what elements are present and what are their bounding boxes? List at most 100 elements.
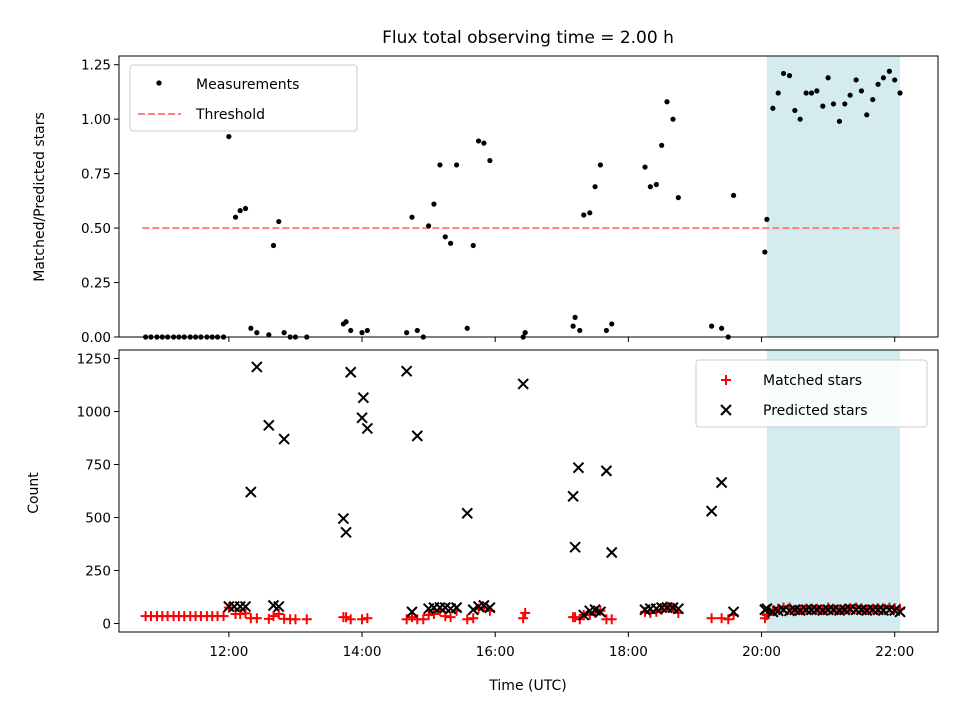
measurement-point xyxy=(609,321,615,327)
measurement-point xyxy=(786,73,793,79)
measurement-point xyxy=(587,210,593,216)
measurement-point xyxy=(653,181,659,188)
measurement-point xyxy=(447,240,454,246)
measurement-point xyxy=(442,234,448,240)
measurement-point xyxy=(276,218,282,225)
predicted-star-point xyxy=(569,541,581,553)
measurement-point xyxy=(359,330,365,336)
measurement-point xyxy=(814,88,820,94)
measurement-point xyxy=(803,90,809,96)
measurement-point xyxy=(770,105,776,111)
measurement-point xyxy=(470,242,476,249)
measurement-point xyxy=(762,249,768,255)
measurement-point xyxy=(581,212,587,218)
top-y-ticks: 0.00 0.25 0.50 0.75 1.00 1.25 xyxy=(81,58,119,346)
top-legend-box xyxy=(129,64,358,132)
measurement-point xyxy=(820,103,826,109)
measurement-point xyxy=(870,96,876,103)
measurement-point xyxy=(718,325,725,331)
y-tick-label: 0.75 xyxy=(81,167,111,183)
measurement-point xyxy=(709,323,715,329)
predicted-star-point xyxy=(411,430,424,442)
measurement-point xyxy=(348,327,354,334)
measurement-point xyxy=(437,162,443,168)
top-axes-frame xyxy=(118,55,939,338)
y-tick-label: 1.25 xyxy=(81,58,111,74)
measurement-point xyxy=(675,194,681,201)
predicted-star-point xyxy=(517,378,529,390)
measurement-point xyxy=(254,330,260,336)
bottom-axes-frame xyxy=(118,349,939,633)
predicted-star-point xyxy=(239,600,252,613)
predicted-star-point xyxy=(606,546,618,559)
measurement-point xyxy=(475,138,482,144)
measurement-point xyxy=(270,242,277,249)
y-tick-label: 0.25 xyxy=(81,276,111,292)
y-tick-label: 500 xyxy=(85,511,111,527)
predicted-star-point xyxy=(273,600,285,613)
predicted-star-point xyxy=(467,604,479,616)
legend-predicted-label: Predicted stars xyxy=(763,403,868,419)
measurement-point xyxy=(880,75,887,81)
measurement-point xyxy=(266,332,272,338)
measurement-point xyxy=(464,325,470,331)
x-tick-label: 20:00 xyxy=(742,644,781,660)
predicted-star-point xyxy=(594,606,607,618)
measurement-point xyxy=(343,319,349,325)
top-legend: Measurements Threshold xyxy=(129,64,358,132)
measurement-point xyxy=(864,112,870,118)
predicted-star-point xyxy=(406,606,418,618)
legend-predicted-marker xyxy=(720,404,732,416)
y-tick-label: 750 xyxy=(85,457,111,473)
predicted-star-point xyxy=(484,601,496,614)
measurement-point xyxy=(603,327,610,334)
predicted-star-point xyxy=(337,512,350,525)
chart-title: Flux total observing time = 2.00 h xyxy=(382,28,674,48)
predicted-star-point xyxy=(357,391,370,404)
predicted-star-point xyxy=(761,602,773,615)
measurement-point xyxy=(659,142,665,148)
measurement-point xyxy=(858,88,865,94)
measurement-point xyxy=(830,101,837,107)
measurement-point xyxy=(226,133,232,140)
predicted-star-point xyxy=(400,365,413,377)
measurement-point xyxy=(248,325,254,331)
x-tick-label: 18:00 xyxy=(609,644,648,660)
measurement-points xyxy=(143,68,903,340)
measurement-point xyxy=(570,323,576,329)
shaded-region-top xyxy=(766,56,901,337)
predicted-star-point xyxy=(245,486,257,498)
measurement-point xyxy=(577,327,583,334)
y-tick-label: 0.50 xyxy=(81,221,111,237)
measurement-point xyxy=(414,327,420,334)
measurement-point xyxy=(237,208,243,214)
legend-x-stroke xyxy=(720,404,732,416)
bottom-legend-box xyxy=(695,359,928,428)
measurement-point xyxy=(730,192,737,199)
measurement-point xyxy=(409,214,415,220)
predicted-star-point xyxy=(345,366,357,378)
measurement-point xyxy=(897,90,903,96)
measurement-point xyxy=(572,314,578,320)
top-x-ticks xyxy=(228,337,896,342)
legend-threshold-label: Threshold xyxy=(195,107,265,123)
x-tick-label: 16:00 xyxy=(476,644,515,660)
measurement-point xyxy=(281,330,287,336)
measurement-point xyxy=(797,116,803,122)
y-tick-label: 1000 xyxy=(77,404,111,420)
x-tick-label: 14:00 xyxy=(343,644,382,660)
measurement-point xyxy=(825,75,831,81)
y-tick-label: 1.00 xyxy=(81,112,111,128)
measurement-point xyxy=(842,101,848,107)
measurement-point xyxy=(364,327,370,334)
measurement-point xyxy=(522,330,528,336)
predicted-star-point xyxy=(572,461,585,474)
bottom-legend: Matched stars Predicted stars xyxy=(695,359,928,428)
count-points xyxy=(140,361,906,625)
y-tick-label: 1250 xyxy=(77,351,111,367)
predicted-star-point xyxy=(356,412,368,424)
legend-measurements-label: Measurements xyxy=(196,77,299,93)
measurement-point xyxy=(892,77,898,83)
measurement-point xyxy=(775,90,781,96)
measurement-point xyxy=(642,164,648,170)
